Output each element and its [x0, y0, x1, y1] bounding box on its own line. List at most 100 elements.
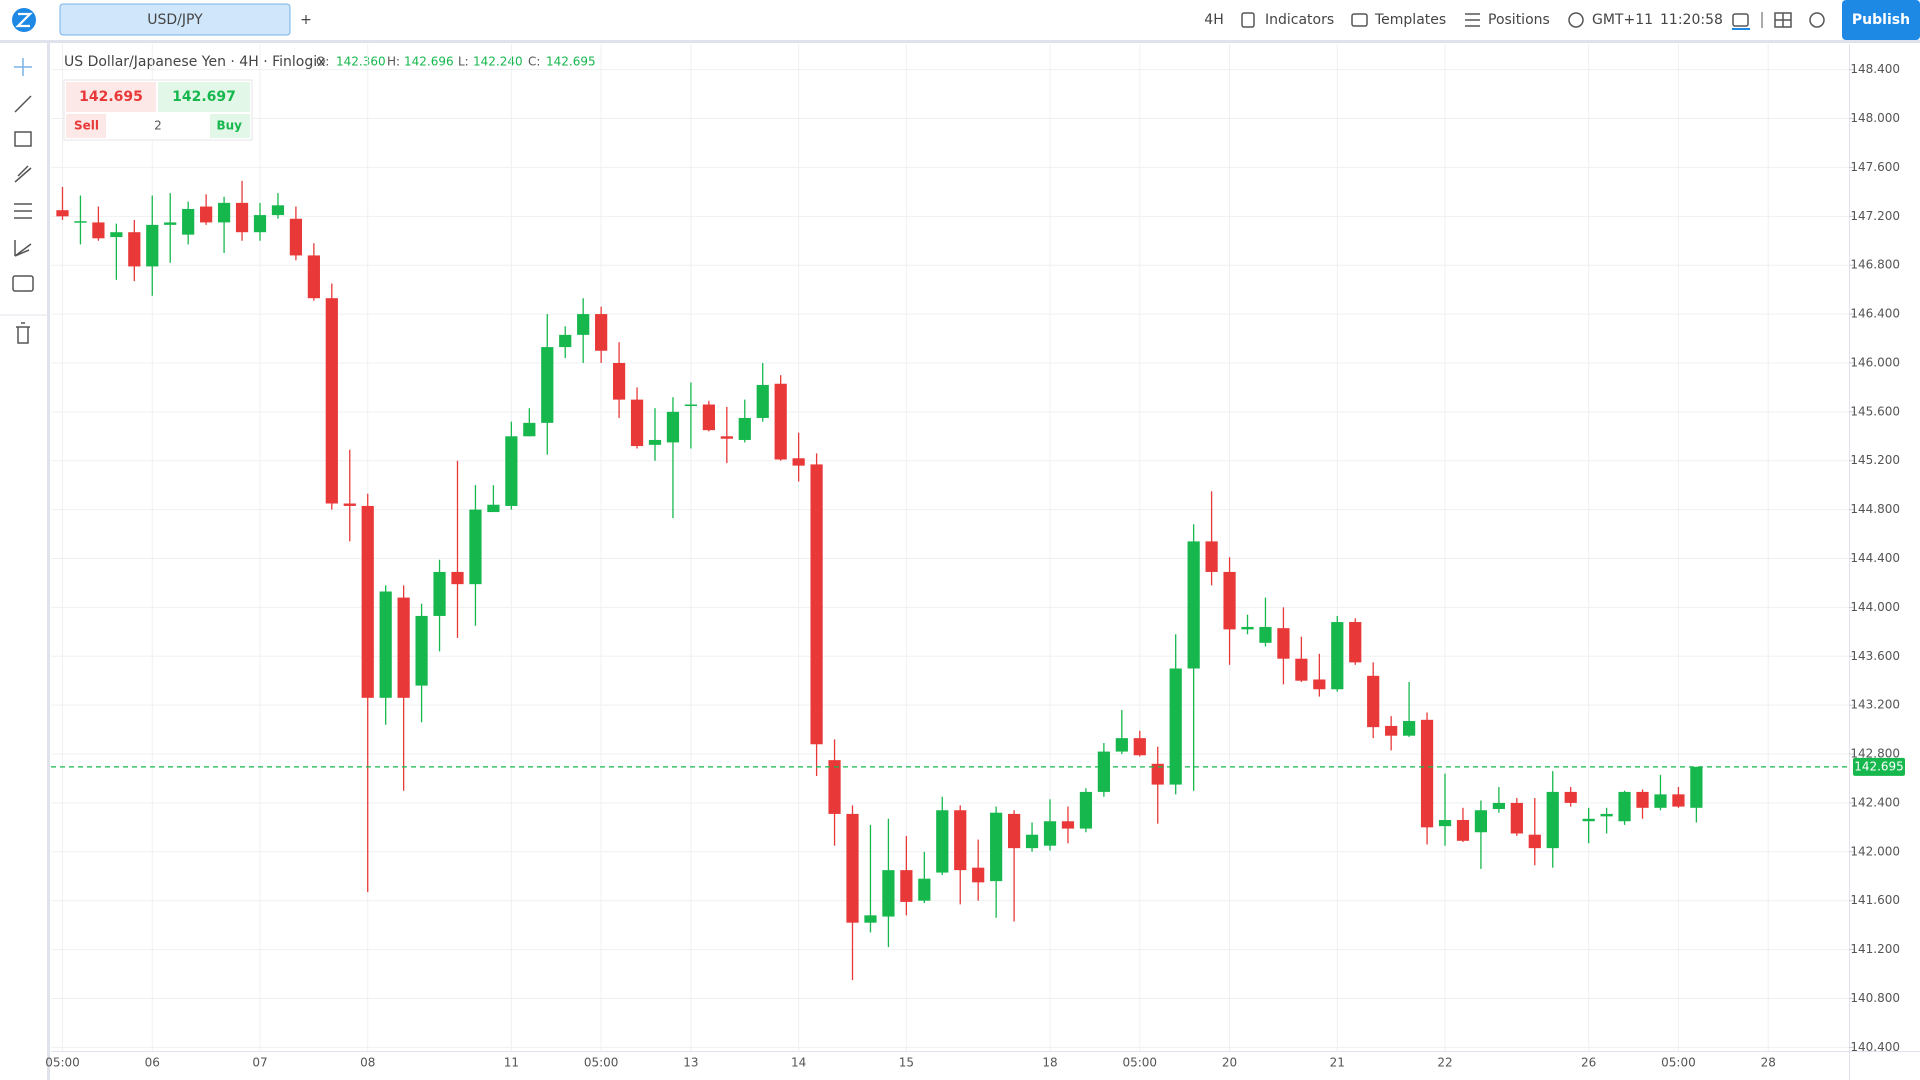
- candle-body: [1600, 813, 1613, 817]
- settings-icon[interactable]: [1809, 12, 1825, 28]
- delete-tool[interactable]: [16, 322, 30, 344]
- buy-cell[interactable]: [158, 82, 250, 112]
- candle-body: [541, 347, 554, 423]
- positions-button[interactable]: Positions: [1488, 12, 1550, 28]
- candle-body: [1636, 791, 1649, 808]
- rectangle-tool[interactable]: [14, 131, 32, 147]
- candle-body: [217, 202, 231, 223]
- candle-body: [630, 399, 644, 447]
- candle-body: [774, 383, 787, 460]
- candle-body: [702, 404, 715, 431]
- top-bar: [0, 0, 1920, 41]
- x-tick-label: 26: [1581, 1056, 1596, 1070]
- layout-icon[interactable]: [1774, 12, 1792, 28]
- trendline-tool[interactable]: [14, 95, 32, 113]
- candle-body: [1007, 813, 1021, 849]
- candle-body: [379, 591, 392, 698]
- candle-body: [828, 760, 841, 814]
- candle-body: [415, 615, 428, 686]
- templates-button[interactable]: Templates: [1374, 12, 1446, 28]
- o-value: 142.360: [336, 55, 386, 69]
- candle-body: [1097, 751, 1110, 792]
- candle-body: [666, 411, 680, 443]
- x-tick-label: 18: [1042, 1056, 1057, 1070]
- y-tick-label: 143.600: [1850, 649, 1900, 663]
- y-tick-label: 146.000: [1850, 355, 1900, 369]
- quantity[interactable]: 2: [154, 119, 162, 133]
- x-tick-label: 06: [145, 1056, 160, 1070]
- x-tick-label: 11: [504, 1056, 519, 1070]
- y-tick-label: 144.400: [1850, 551, 1900, 565]
- candle-body: [56, 210, 69, 217]
- candle-body: [1528, 834, 1541, 849]
- candle-body: [972, 867, 985, 883]
- x-tick-label: 21: [1330, 1056, 1345, 1070]
- candle-body: [1403, 721, 1416, 736]
- y-tick-label: 142.000: [1850, 844, 1900, 858]
- timezone[interactable]: GMT+11: [1592, 12, 1653, 28]
- x-tick-label: 08: [360, 1056, 375, 1070]
- x-tick-label: 07: [252, 1056, 267, 1070]
- symbol-tab-label: USD/JPY: [147, 12, 203, 28]
- x-tick-label: 05:00: [45, 1056, 80, 1070]
- candle-body: [1474, 810, 1488, 833]
- y-tick-label: 143.200: [1850, 698, 1900, 712]
- symbol-tab[interactable]: [59, 3, 291, 36]
- candle-body: [756, 384, 769, 418]
- buy-price: 142.697: [172, 89, 236, 105]
- y-tick-label: 147.600: [1850, 160, 1900, 174]
- fib-tool[interactable]: [14, 203, 32, 219]
- candle-body: [128, 232, 141, 267]
- candle-body: [720, 436, 733, 439]
- clock: 11:20:58: [1660, 12, 1723, 28]
- candle-body: [1259, 626, 1272, 643]
- candle-body: [451, 571, 464, 585]
- candle-body: [595, 314, 608, 351]
- candle-body: [792, 458, 805, 466]
- candle-body: [307, 255, 320, 299]
- sell-cell[interactable]: [66, 82, 156, 112]
- candle-body: [92, 222, 105, 239]
- buy-label: Buy: [216, 119, 242, 133]
- candle-body: [1672, 794, 1685, 807]
- crosshair-tool[interactable]: [14, 58, 32, 76]
- plot: 05:00 06 07 08 11 05:00 13 14 15 18 05:00 20 21 22 26 0…: [45, 44, 1920, 1080]
- y-tick-label: 144.000: [1850, 600, 1900, 614]
- y-tick-label: 142.400: [1850, 795, 1900, 809]
- add-tab[interactable]: +: [300, 12, 312, 28]
- c-label: C:: [528, 55, 540, 69]
- templates-icon: [1351, 13, 1368, 27]
- candle-body: [1169, 668, 1182, 785]
- candle-body: [361, 505, 374, 698]
- y-tick-label: 142.800: [1850, 747, 1900, 761]
- o-label: O:: [316, 55, 329, 69]
- candle-body: [1456, 820, 1470, 841]
- x-tick-label: 28: [1761, 1056, 1776, 1070]
- candle-body: [146, 224, 159, 267]
- candle-body: [738, 417, 751, 440]
- fan-tool[interactable]: [14, 240, 32, 257]
- channel-tool[interactable]: [14, 165, 32, 183]
- chart-title: US Dollar/Japanese Yen · 4H · Finlogix: [64, 54, 325, 70]
- candle-body: [289, 218, 303, 256]
- last-price-tag: [1853, 757, 1905, 776]
- x-tick-label: 05:00: [1661, 1056, 1696, 1070]
- y-tick-label: 145.200: [1850, 453, 1900, 467]
- candle-body: [1043, 821, 1057, 846]
- screenshot-icon[interactable]: [1732, 13, 1749, 27]
- candle-body: [1438, 820, 1452, 827]
- indicators-button[interactable]: Indicators: [1265, 12, 1334, 28]
- buy-button[interactable]: [210, 114, 250, 138]
- candle-body: [1295, 658, 1308, 681]
- sell-price: 142.695: [79, 89, 143, 105]
- sell-button[interactable]: [66, 114, 106, 138]
- candle-body: [325, 298, 338, 504]
- sell-label: Sell: [74, 119, 99, 133]
- interval[interactable]: 4H: [1204, 12, 1223, 28]
- publish-button[interactable]: [1842, 0, 1920, 40]
- text-tool[interactable]: [12, 275, 34, 292]
- y-tick-label: 144.800: [1850, 502, 1900, 516]
- last-price-label: 142.695: [1854, 759, 1904, 773]
- candle-body: [1690, 766, 1703, 808]
